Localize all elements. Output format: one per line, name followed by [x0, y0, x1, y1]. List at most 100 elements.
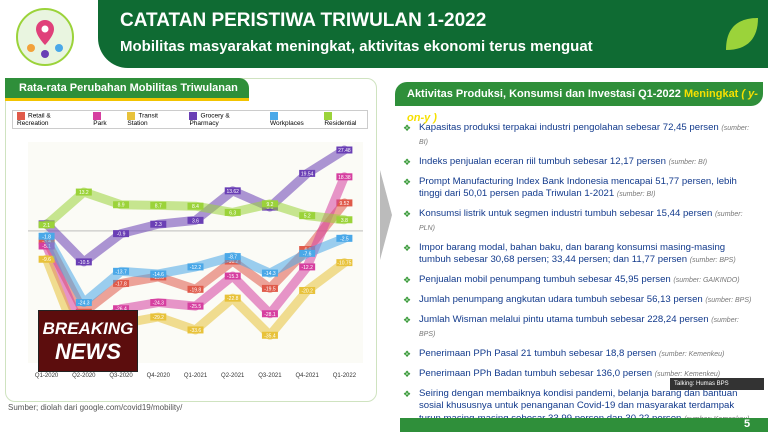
x-tick-label: Q2-2020 — [72, 373, 96, 379]
value-box — [336, 146, 353, 154]
value-box — [187, 263, 204, 271]
slide-title: CATATAN PERISTIWA TRIWULAN 1-2022 — [120, 10, 487, 31]
value-box — [336, 216, 353, 224]
value-box — [113, 279, 130, 287]
value-label: 19.54 — [301, 171, 314, 177]
value-box — [299, 286, 316, 294]
legend-swatch — [324, 112, 333, 120]
value-label: -14.6 — [153, 272, 165, 278]
value-box — [187, 216, 204, 224]
value-box — [187, 202, 204, 210]
page-number: 5 — [744, 418, 751, 430]
item-text: Penjualan mobil penumpang tumbuh sebesar… — [419, 274, 671, 285]
x-tick-label: Q2-2021 — [221, 373, 245, 379]
item-source: (sumber: Kemenkeu) — [654, 370, 721, 378]
value-box — [38, 221, 55, 229]
value-label: -10.2 — [227, 259, 239, 265]
value-box — [150, 270, 167, 278]
value-box — [336, 259, 353, 267]
value-box — [299, 249, 316, 257]
item-source: (sumber: PLN) — [419, 211, 743, 232]
value-label: -19.8 — [190, 287, 202, 293]
value-label: -22.8 — [227, 296, 239, 302]
x-tick-label: Q1-2021 — [184, 373, 208, 379]
value-box — [187, 326, 204, 334]
value-label: 3.6 — [192, 218, 199, 224]
item-source: (sumber: BPS) — [689, 257, 736, 264]
value-label: -9.6 — [42, 257, 51, 263]
value-box — [336, 199, 353, 207]
legend-entry: Park — [93, 112, 117, 127]
value-box — [187, 285, 204, 293]
value-box — [261, 284, 278, 292]
legend-swatch — [189, 112, 198, 120]
value-label: -8.7 — [228, 255, 237, 261]
value-box — [113, 230, 130, 238]
leaf — [726, 18, 758, 50]
value-box — [299, 169, 316, 177]
value-box — [113, 305, 130, 313]
item-text: Penerimaan PPh Badan tumbuh sebesar 136,… — [419, 367, 653, 379]
slide-subtitle: Mobilitas masyarakat meningkat, aktivita… — [120, 38, 593, 55]
item-text: Jumlah Wisman melalui pintu utama tumbuh… — [419, 314, 709, 325]
value-box — [299, 212, 316, 220]
value-box — [224, 294, 241, 302]
bullet-item: Indeks penjualan eceran riil tumbuh sebe… — [403, 156, 755, 170]
legend-swatch — [17, 112, 25, 120]
value-label: 2.3 — [155, 222, 162, 228]
legend-entry: Transit Station — [127, 112, 179, 127]
legend-label: Workplaces — [269, 120, 304, 127]
legend-label: Transit Station — [127, 112, 158, 127]
item-source: (sumber: Kemenkeu) — [659, 350, 725, 358]
item-text: Prompt Manufacturing Index Bank Indonesi… — [419, 175, 737, 200]
value-label: 3.8 — [341, 218, 348, 224]
value-label: -10.75 — [337, 261, 351, 267]
value-label: -20.2 — [301, 288, 313, 294]
value-label: -15.3 — [227, 274, 239, 280]
value-label: -24.3 — [153, 301, 165, 307]
value-box — [38, 242, 55, 250]
x-tick-label: Q3-2021 — [258, 373, 282, 379]
value-label: -26.4 — [115, 307, 127, 313]
value-label: 9.52 — [340, 201, 350, 207]
x-tick-label: Q1-2022 — [333, 373, 357, 379]
bullet-item: Kapasitas produksi terpakai industri pen… — [403, 122, 755, 149]
legend-label: Park — [93, 120, 107, 127]
value-label: 13.2 — [79, 190, 89, 196]
value-label: -14.3 — [264, 271, 276, 277]
value-box — [187, 302, 204, 310]
panel-title-text: Aktivitas Produksi, Konsumsi dan Investa… — [407, 88, 681, 100]
item-source: (sumber: BPS) — [419, 317, 739, 338]
value-label: -12.2 — [301, 265, 313, 271]
value-box — [75, 258, 92, 266]
value-box — [224, 272, 241, 280]
value-box — [150, 220, 167, 228]
bullet-item: Prompt Manufacturing Index Bank Indonesi… — [403, 176, 755, 202]
x-tick-label: Q4-2021 — [295, 373, 319, 379]
value-box — [113, 201, 130, 209]
tag: ( y-on-y ) — [407, 88, 758, 124]
bullet-item: Impor barang modal, bahan baku, dan bara… — [403, 242, 755, 268]
value-label: 13.62 — [226, 189, 239, 195]
value-box — [75, 188, 92, 196]
value-box — [336, 173, 353, 181]
value-box — [38, 255, 55, 263]
item-text: Jumlah penumpang angkutan udara tumbuh s… — [419, 294, 703, 305]
bullet-item: Penerimaan PPh Pasal 21 tumbuh sebesar 1… — [403, 348, 755, 362]
legend: Retail & Recreation Park Transit Station Gr… — [12, 110, 368, 129]
value-box — [75, 299, 92, 307]
value-label: -29.2 — [153, 315, 165, 321]
value-box — [261, 331, 278, 339]
value-box — [224, 253, 241, 261]
value-box — [150, 299, 167, 307]
value-box — [261, 200, 278, 208]
bullet-item: Penerimaan PPh Badan tumbuh sebesar 136,… — [403, 368, 755, 382]
value-label: 6.3 — [229, 210, 236, 216]
highlight: Meningkat — [683, 88, 739, 100]
value-label: 27.48 — [338, 148, 351, 154]
speaker-label: Talking: Humas BPS — [670, 378, 764, 390]
logo — [16, 8, 74, 66]
breaking-text: NEWS — [55, 339, 121, 364]
value-label: -1.8 — [42, 234, 51, 240]
